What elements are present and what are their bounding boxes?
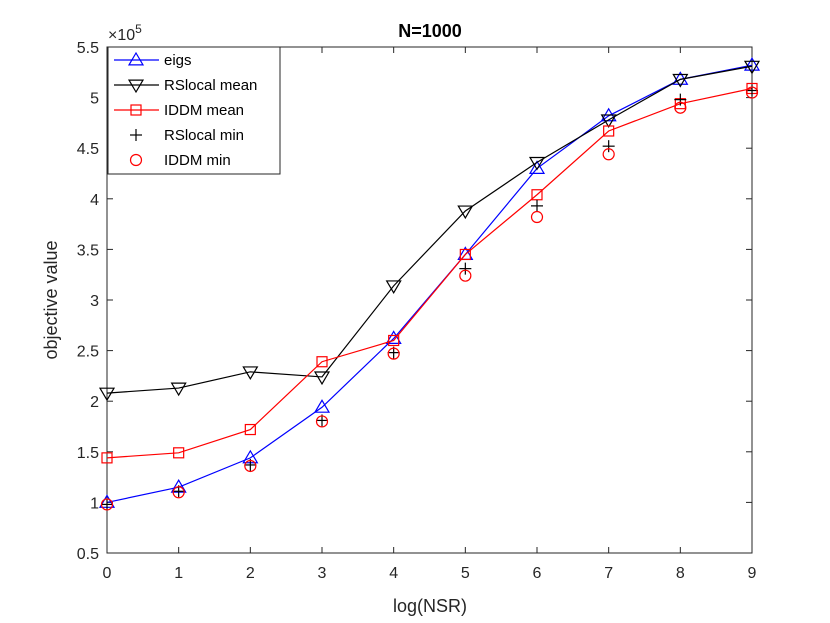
x-tick-label: 3 bbox=[318, 565, 327, 582]
data-point bbox=[313, 399, 331, 413]
data-point bbox=[172, 486, 185, 499]
data-point bbox=[530, 210, 544, 224]
plot-area: 0 1 2 3 4 5 6 7 8 9 0.5 1 1.5 2 2.5 3 3.5 4 4.5 5 5.5 eigs RSl… bbox=[77, 40, 761, 582]
data-point bbox=[100, 498, 114, 511]
data-point bbox=[385, 330, 402, 344]
legend-item: RSlocal mean bbox=[114, 77, 257, 94]
legend-item: RSlocal min bbox=[130, 127, 244, 144]
data-point bbox=[743, 60, 761, 75]
y-tick-label: 0.5 bbox=[77, 546, 99, 563]
legend-label: RSlocal mean bbox=[164, 77, 257, 94]
data-point bbox=[385, 280, 402, 295]
legend-item: IDDM mean bbox=[114, 102, 244, 119]
x-tick-label: 1 bbox=[174, 565, 183, 582]
legend-item: IDDM min bbox=[129, 152, 231, 169]
data-point bbox=[531, 199, 543, 212]
data-point bbox=[674, 101, 687, 114]
x-tick-label: 2 bbox=[246, 565, 255, 582]
data-point bbox=[457, 205, 474, 220]
legend-label: eigs bbox=[164, 52, 192, 69]
x-tick-label: 8 bbox=[676, 565, 685, 582]
legend-marker bbox=[130, 104, 142, 116]
data-point bbox=[387, 347, 400, 360]
legend-label: IDDM mean bbox=[164, 102, 244, 119]
series-line bbox=[106, 87, 753, 459]
data-point bbox=[459, 269, 472, 282]
data-point bbox=[602, 140, 615, 153]
y-scale-base: ×10 bbox=[108, 27, 135, 44]
y-scale-exponent: 5 bbox=[135, 22, 142, 36]
data-point bbox=[528, 156, 546, 171]
y-tick-label: 3.5 bbox=[77, 242, 99, 259]
x-tick-label: 6 bbox=[533, 565, 542, 582]
y-tick-label: 4.5 bbox=[77, 141, 99, 158]
series-line bbox=[106, 65, 753, 394]
y-tick-label: 5 bbox=[90, 91, 99, 108]
data-point bbox=[101, 452, 113, 464]
legend-label: IDDM min bbox=[164, 152, 231, 169]
data-point bbox=[602, 148, 615, 161]
data-point bbox=[603, 125, 615, 137]
data-point bbox=[98, 387, 116, 402]
series-iddm-min bbox=[100, 86, 759, 511]
legend: eigs RSlocal mean IDDM mean RSlocal min IDDM… bbox=[107, 46, 281, 175]
x-tick-label: 5 bbox=[461, 565, 470, 582]
data-point bbox=[244, 459, 257, 473]
series-iddm-mean bbox=[101, 82, 758, 464]
y-tick-label: 2 bbox=[90, 394, 99, 411]
data-point bbox=[674, 93, 687, 106]
data-point bbox=[173, 447, 185, 459]
data-point bbox=[743, 57, 761, 71]
data-point bbox=[745, 86, 759, 99]
x-tick-label: 7 bbox=[604, 565, 613, 582]
data-point bbox=[244, 423, 256, 436]
data-point bbox=[672, 73, 689, 88]
data-point bbox=[528, 160, 546, 174]
legend-marker bbox=[127, 79, 145, 94]
x-axis-label: log(NSR) bbox=[393, 596, 467, 616]
legend-label: RSlocal min bbox=[164, 127, 244, 144]
data-point bbox=[459, 248, 471, 261]
data-point bbox=[101, 498, 113, 511]
legend-marker bbox=[130, 129, 142, 141]
y-tick-label: 1.5 bbox=[77, 445, 99, 462]
x-tick-label: 0 bbox=[103, 565, 112, 582]
legend-box bbox=[107, 46, 281, 175]
data-point bbox=[313, 371, 331, 386]
x-tick-label: 4 bbox=[389, 565, 398, 582]
legend-marker bbox=[127, 51, 145, 66]
y-tick-label: 5.5 bbox=[77, 40, 99, 57]
data-point bbox=[459, 262, 472, 275]
y-tick-label: 1 bbox=[90, 495, 99, 512]
x-tick-label: 9 bbox=[748, 565, 757, 582]
legend-item: eigs bbox=[114, 51, 192, 69]
data-point bbox=[242, 366, 259, 381]
data-point bbox=[170, 382, 187, 397]
y-scale-multiplier: ×105 bbox=[108, 22, 142, 44]
data-point bbox=[531, 189, 543, 201]
data-point bbox=[600, 114, 617, 129]
data-point bbox=[388, 334, 400, 347]
y-tick-label: 2.5 bbox=[77, 344, 99, 361]
y-tick-label: 3 bbox=[90, 293, 99, 310]
legend-marker bbox=[129, 153, 143, 167]
data-point bbox=[316, 356, 328, 368]
y-tick-label: 4 bbox=[90, 192, 99, 209]
y-axis-label: objective value bbox=[41, 240, 61, 359]
series-line bbox=[106, 64, 753, 503]
data-point bbox=[315, 415, 329, 428]
chart-title: N=1000 bbox=[398, 21, 462, 41]
series-rslocal-mean bbox=[98, 60, 761, 402]
